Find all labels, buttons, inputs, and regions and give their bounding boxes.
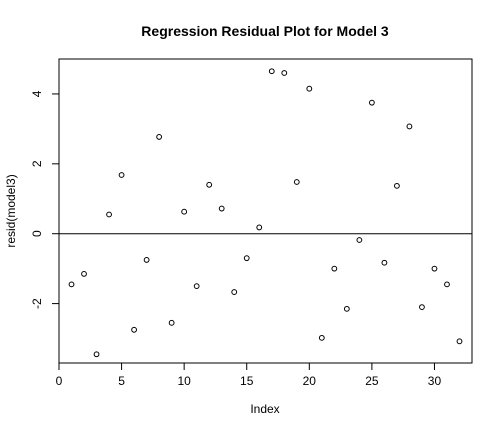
data-point — [156, 134, 163, 140]
data-point — [444, 281, 450, 288]
data-point — [456, 338, 463, 345]
x-axis: 0 5 10 15 20 25 30 — [56, 362, 442, 388]
plot-box — [58, 58, 473, 364]
y-axis: -2 0 2 4 — [30, 90, 60, 309]
data-point — [81, 270, 87, 277]
x-tick-label: 0 — [56, 374, 63, 388]
data-point — [306, 85, 313, 92]
y-axis-label: resid(model3) — [4, 174, 18, 247]
data-point — [256, 224, 263, 231]
data-point — [419, 304, 425, 310]
x-tick-label: 20 — [303, 374, 317, 388]
data-point — [281, 70, 288, 76]
data-point — [131, 326, 137, 333]
x-tick-label: 25 — [365, 374, 379, 388]
data-point — [331, 265, 338, 272]
data-point — [356, 237, 363, 243]
data-point — [368, 99, 375, 106]
y-tick-label: 2 — [30, 160, 44, 167]
y-tick-label: -2 — [30, 298, 44, 309]
x-tick-label: 10 — [177, 374, 191, 388]
data-point — [231, 289, 238, 295]
x-tick-label: 5 — [118, 374, 125, 388]
data-point — [394, 182, 400, 189]
x-tick-label: 15 — [240, 374, 254, 388]
data-point — [243, 255, 250, 262]
x-tick-label: 30 — [428, 374, 442, 388]
x-axis-label: Index — [250, 402, 279, 416]
data-point — [318, 334, 325, 341]
data-point — [106, 211, 112, 218]
data-point — [181, 208, 188, 215]
data-point — [93, 351, 100, 358]
data-point — [268, 68, 275, 75]
data-point — [381, 259, 388, 266]
data-points — [68, 68, 463, 358]
data-point — [343, 305, 350, 312]
data-point — [143, 257, 150, 263]
data-point — [406, 123, 413, 130]
data-point — [293, 179, 300, 185]
data-point — [193, 283, 200, 290]
data-point — [68, 281, 75, 288]
y-tick-label: 0 — [30, 230, 44, 237]
chart-title: Regression Residual Plot for Model 3 — [141, 23, 389, 39]
data-point — [168, 319, 175, 326]
data-point — [118, 172, 125, 178]
data-point — [206, 181, 213, 188]
data-point — [218, 205, 225, 212]
data-point — [431, 265, 438, 272]
y-tick-label: 4 — [30, 90, 44, 97]
